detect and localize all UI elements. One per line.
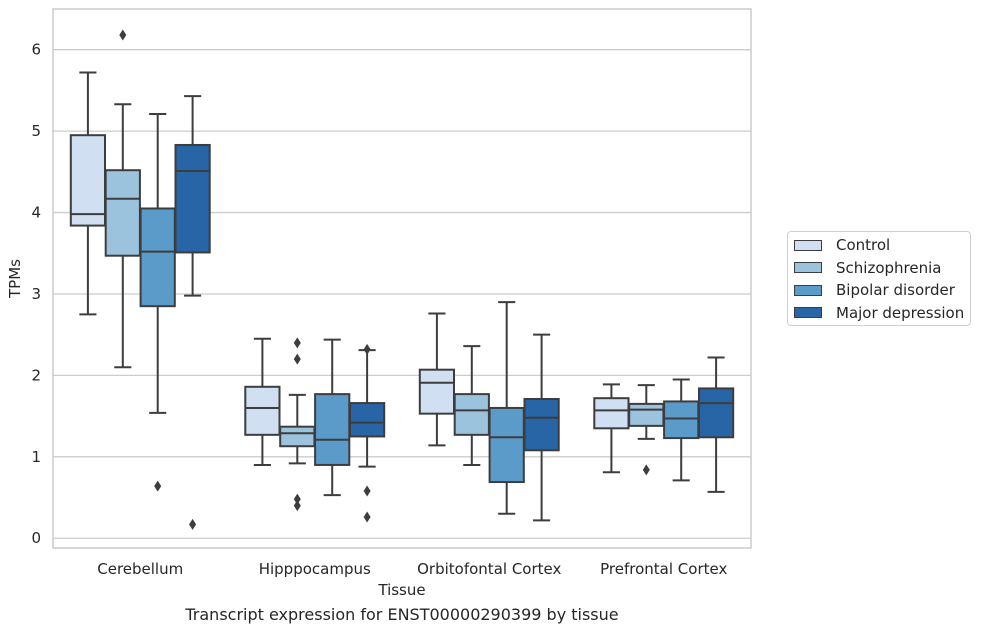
legend-swatch xyxy=(794,262,822,273)
legend-label: Major depression xyxy=(836,303,965,322)
outlier-1 xyxy=(293,500,301,512)
legend-swatch xyxy=(794,307,822,318)
y-axis-label: TPMs xyxy=(6,259,24,299)
legend-label: Schizophrenia xyxy=(836,258,942,277)
x-tick-label-1: Hipppocampus xyxy=(259,560,371,578)
legend-item: Schizophrenia xyxy=(794,258,941,278)
x-axis-label: Tissue xyxy=(377,581,425,599)
outlier-0 xyxy=(189,518,197,530)
outlier-0 xyxy=(363,511,371,523)
outlier-2 xyxy=(363,343,371,355)
x-tick-label-3: Prefrontal Cortex xyxy=(600,560,727,578)
box-0-0 xyxy=(69,71,107,316)
box-iqr xyxy=(697,387,735,439)
plot-frame xyxy=(52,8,752,549)
box-0-1 xyxy=(244,337,281,466)
box-1-1 xyxy=(279,337,316,512)
legend-item: Control xyxy=(794,235,890,255)
box-iqr xyxy=(453,393,490,436)
outlier-0 xyxy=(293,493,301,505)
box-2-0 xyxy=(139,113,176,492)
y-tick-label-4: 4 xyxy=(31,204,41,222)
legend-item: Bipolar disorder xyxy=(794,280,955,300)
y-tick-label-0: 0 xyxy=(31,529,41,547)
box-iqr xyxy=(139,207,176,308)
y-tick-label-6: 6 xyxy=(31,41,41,59)
box-iqr xyxy=(279,425,316,448)
box-3-1 xyxy=(348,343,386,523)
legend-item: Major depression xyxy=(794,303,964,323)
box-3-2 xyxy=(523,333,560,522)
y-tick-labels: 0 1 2 3 4 5 6 xyxy=(31,41,41,548)
box-iqr xyxy=(348,402,386,438)
x-tick-label-0: Cerebellum xyxy=(97,560,183,578)
legend-swatch xyxy=(794,239,822,251)
box-0-2 xyxy=(418,312,456,447)
outlier-0 xyxy=(642,464,650,476)
box-iqr xyxy=(104,169,141,257)
outlier-0 xyxy=(154,480,162,492)
box-iqr xyxy=(314,393,351,466)
box-iqr xyxy=(174,143,211,254)
y-tick-label-2: 2 xyxy=(31,366,41,384)
boxes xyxy=(69,29,735,530)
outlier-1 xyxy=(363,485,371,497)
box-1-2 xyxy=(453,345,490,466)
box-2-3 xyxy=(663,378,700,482)
outlier-2 xyxy=(293,353,301,365)
outlier-3 xyxy=(293,337,301,349)
box-1-3 xyxy=(628,384,665,476)
y-tick-label-3: 3 xyxy=(31,285,41,303)
box-1-0 xyxy=(104,29,141,369)
legend: Control Schizophrenia Bipolar disorder Majo… xyxy=(787,231,971,326)
box-iqr xyxy=(488,406,525,484)
box-iqr xyxy=(593,397,630,430)
box-2-1 xyxy=(314,338,351,497)
x-tick-labels: Cerebellum Hipppocampus Orbitofontal Corte… xyxy=(97,560,727,578)
y-tick-label-1: 1 xyxy=(31,448,41,466)
box-iqr xyxy=(523,398,560,452)
box-0-3 xyxy=(593,383,630,474)
x-tick-label-2: Orbitofontal Cortex xyxy=(417,560,561,578)
box-iqr xyxy=(244,385,281,436)
box-iqr xyxy=(418,368,456,415)
box-2-2 xyxy=(488,301,525,515)
legend-label: Bipolar disorder xyxy=(836,281,955,299)
outlier-0 xyxy=(119,29,127,41)
box-iqr xyxy=(628,402,665,427)
box-iqr xyxy=(69,134,107,227)
y-tick-label-5: 5 xyxy=(31,122,41,140)
legend-label: Control xyxy=(836,236,891,254)
legend-swatch xyxy=(794,284,822,296)
box-3-3 xyxy=(697,356,735,493)
box-3-0 xyxy=(174,95,211,530)
chart-caption: Transcript expression for ENST0000029039… xyxy=(185,605,619,624)
box-iqr xyxy=(663,400,700,440)
